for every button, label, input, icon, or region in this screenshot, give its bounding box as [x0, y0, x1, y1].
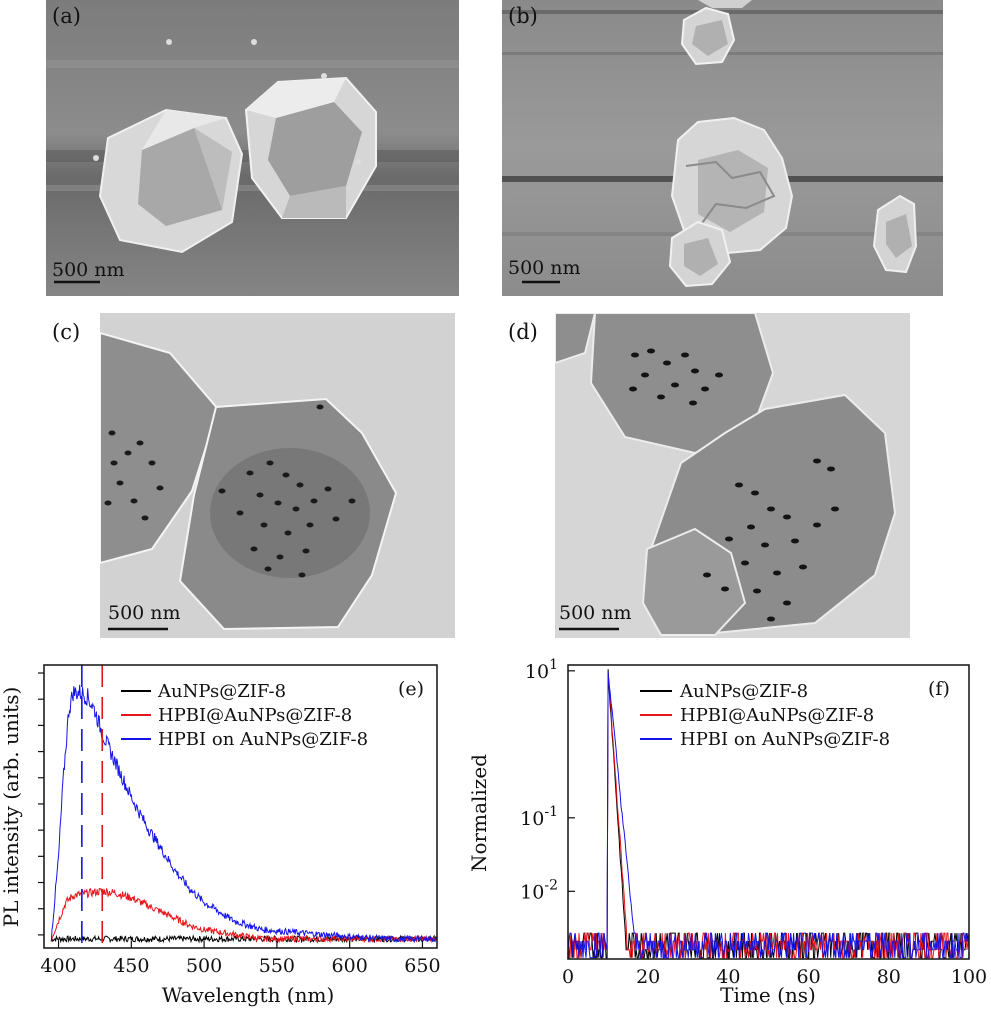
chart-e-ticks: 400 450 500 550 600 650: [38, 672, 441, 977]
chart-f-ytick-label-2: 10-2: [520, 877, 558, 903]
chart-e-legend-label-1: HPBI@AuNPs@ZIF-8: [158, 705, 352, 726]
chart-f-xlabel: Time (ns): [720, 983, 816, 1007]
tem-image-d: 500 nm: [555, 313, 910, 638]
chart-e-series: [50, 684, 438, 944]
chart-f-xtick-label-2: 40: [716, 966, 740, 988]
chart-f-ytick-label-1: 10-1: [520, 804, 558, 830]
chart-f-ticks: 0 20 40 60 80 100 101 10-1 10-2: [520, 657, 987, 988]
chart-e-xtick-label-5: 650: [404, 955, 440, 977]
panel-label-b: (b): [508, 4, 538, 28]
chart-e-legend-label-2: HPBI on AuNPs@ZIF-8: [158, 729, 368, 750]
chart-f-frame: [567, 664, 970, 960]
chart-e-panel-label: (e): [398, 678, 424, 700]
chart-e-frame: [43, 664, 438, 949]
chart-e-xtick-label-0: 400: [40, 955, 76, 977]
chart-f-xtick-label-4: 80: [877, 966, 901, 988]
chart-f-xtick-label-0: 0: [562, 966, 574, 988]
scale-label-c: 500 nm: [108, 602, 181, 624]
chart-e-markers: [81, 665, 104, 948]
chart-f-legend-label-2: HPBI on AuNPs@ZIF-8: [680, 729, 890, 750]
chart-e-legend: AuNPs@ZIF-8 HPBI@AuNPs@ZIF-8 HPBI on AuNPs…: [121, 681, 368, 750]
chart-e-xtick-label-2: 500: [186, 955, 222, 977]
chart-f-panel-label: (f): [928, 678, 950, 700]
panel-label-d: (d): [508, 320, 538, 344]
chart-f-ytick-label-0: 101: [525, 657, 558, 683]
chart-e-series-1: [50, 887, 438, 944]
chart-e-series-2: [50, 684, 438, 944]
chart-f-xtick-label-3: 60: [797, 966, 821, 988]
chart-f-series-2: [567, 672, 970, 959]
chart-e-xtick-label-1: 450: [113, 955, 149, 977]
chart-f-series: [567, 669, 970, 959]
chart-f-ylabel: Normalized: [467, 754, 491, 872]
chart-e-xlabel: Wavelength (nm): [162, 983, 335, 1007]
chart-f-legend-label-0: AuNPs@ZIF-8: [679, 681, 808, 702]
chart-f: 0 20 40 60 80 100 101 10-1 10-2 Time (ns) Normal…: [460, 655, 991, 1017]
chart-e: 400 450 500 550 600 650 Wavelength (nm) PL in…: [0, 655, 460, 1017]
chart-f-xtick-label-1: 20: [636, 966, 660, 988]
chart-e-xtick-label-4: 600: [332, 955, 368, 977]
chart-e-xtick-label-3: 550: [259, 955, 295, 977]
chart-f-legend: AuNPs@ZIF-8 HPBI@AuNPs@ZIF-8 HPBI on AuNPs…: [640, 681, 890, 750]
panel-label-a: (a): [52, 4, 81, 28]
chart-f-xtick-label-5: 100: [951, 966, 987, 988]
tem-image-c: 500 nm: [100, 313, 455, 638]
scale-label-b: 500 nm: [508, 257, 581, 279]
scale-label-a: 500 nm: [52, 259, 125, 281]
scale-label-d: 500 nm: [559, 602, 632, 624]
sem-image-b: 500 nm: [502, 0, 943, 296]
chart-e-legend-label-0: AuNPs@ZIF-8: [157, 681, 286, 702]
panel-label-c: (c): [52, 320, 81, 344]
chart-f-legend-label-1: HPBI@AuNPs@ZIF-8: [680, 705, 874, 726]
chart-e-ylabel: PL intensity (arb. units): [0, 687, 23, 928]
sem-image-a: 500 nm: [46, 0, 459, 296]
